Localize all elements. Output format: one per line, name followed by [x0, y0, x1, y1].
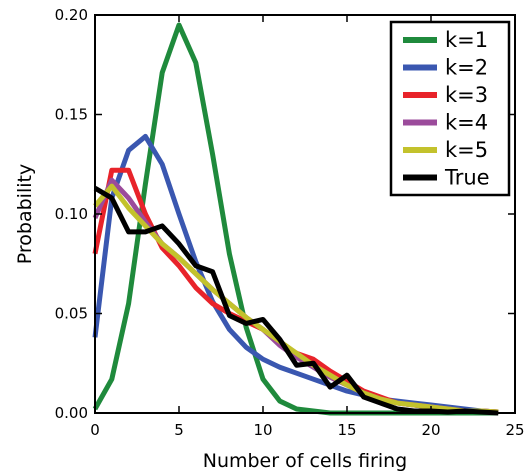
series-line-k-5: [93, 183, 499, 415]
legend-label-k-1: k=1: [445, 28, 488, 52]
y-axis: 0.00 0.05 0.10 0.15 0.20: [55, 6, 515, 422]
y-tick-label: 0.05: [55, 305, 88, 323]
x-axis: 0 5 10 15 20 25: [90, 15, 525, 439]
x-tick-label: 0: [90, 421, 100, 439]
series-line-k-4: [92, 177, 499, 415]
x-tick-label: 25: [505, 421, 524, 439]
y-tick-label: 0.00: [55, 404, 88, 422]
x-tick-label: 20: [421, 421, 440, 439]
x-tick-label: 5: [174, 421, 184, 439]
x-tick-label: 15: [337, 421, 356, 439]
y-tick-label: 0.20: [55, 6, 88, 24]
legend-label-true: True: [444, 166, 490, 190]
series-line-true: [93, 185, 499, 416]
y-tick-label: 0.10: [55, 205, 88, 223]
x-tick-label: 10: [253, 421, 272, 439]
legend: k=1 k=2 k=3 k=4 k=5 True: [389, 20, 511, 197]
y-tick-label: 0.15: [55, 106, 88, 124]
legend-label-k-5: k=5: [445, 138, 488, 162]
x-axis-label: Number of cells firing: [203, 450, 408, 472]
y-axis-label: Probability: [14, 164, 36, 264]
legend-label-k-2: k=2: [445, 56, 488, 80]
legend-label-k-3: k=3: [445, 83, 488, 107]
legend-box: [389, 20, 511, 197]
legend-label-k-4: k=4: [445, 111, 488, 135]
